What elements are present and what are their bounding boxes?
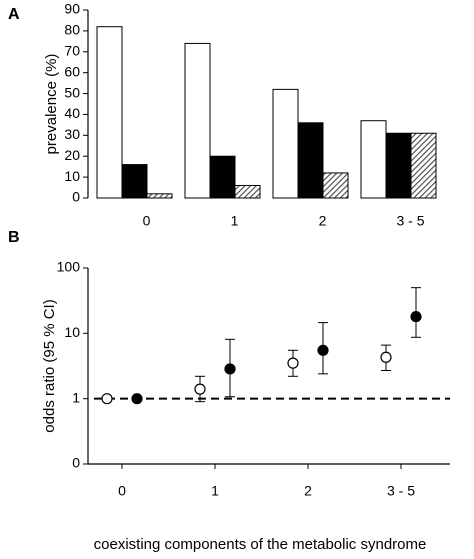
bar [209, 155, 236, 199]
y-tick-label: 0 [72, 189, 80, 205]
y-tick-label: 80 [64, 22, 80, 38]
bar [322, 172, 349, 199]
bar [272, 88, 299, 199]
x-tick-label: 3 - 5 [387, 483, 415, 499]
y-tick-label: 0 [72, 455, 80, 471]
x-axis-label: coexisting components of the metabolic s… [94, 536, 427, 553]
x-tick-label: 0 [143, 213, 151, 229]
bar [360, 120, 387, 199]
bar [297, 122, 324, 199]
point [101, 393, 113, 405]
y-tick-label: 50 [64, 84, 80, 100]
panel-letter: A [8, 6, 20, 23]
y-axis-label: prevalence (%) [43, 54, 60, 155]
bar [410, 132, 437, 199]
y-tick-label: 1 [72, 389, 80, 405]
point [131, 393, 143, 405]
point [317, 344, 329, 356]
y-tick-label: 20 [64, 147, 80, 163]
bar [96, 26, 123, 199]
x-tick-label: 0 [118, 483, 126, 499]
x-tick-label: 3 - 5 [396, 213, 424, 229]
y-tick-label: 10 [64, 324, 80, 340]
bar [234, 184, 261, 199]
point [410, 311, 422, 323]
y-tick-label: 70 [64, 42, 80, 58]
bar [385, 132, 412, 199]
y-tick-label: 60 [64, 63, 80, 79]
x-tick-label: 2 [319, 213, 327, 229]
y-tick-label: 40 [64, 105, 80, 121]
point [194, 383, 206, 395]
y-axis-label: odds ratio (95 % CI) [41, 299, 58, 432]
bar [121, 164, 148, 199]
x-tick-label: 1 [211, 483, 219, 499]
point [224, 363, 236, 375]
x-tick-label: 1 [231, 213, 239, 229]
y-tick-label: 100 [57, 259, 81, 275]
y-tick-label: 10 [64, 168, 80, 184]
bar [146, 193, 173, 199]
y-tick-label: 30 [64, 126, 80, 142]
point [380, 351, 392, 363]
y-tick-label: 90 [64, 1, 80, 17]
point [287, 357, 299, 369]
x-tick-label: 2 [304, 483, 312, 499]
panel-letter: B [8, 229, 20, 246]
bar [184, 42, 211, 199]
